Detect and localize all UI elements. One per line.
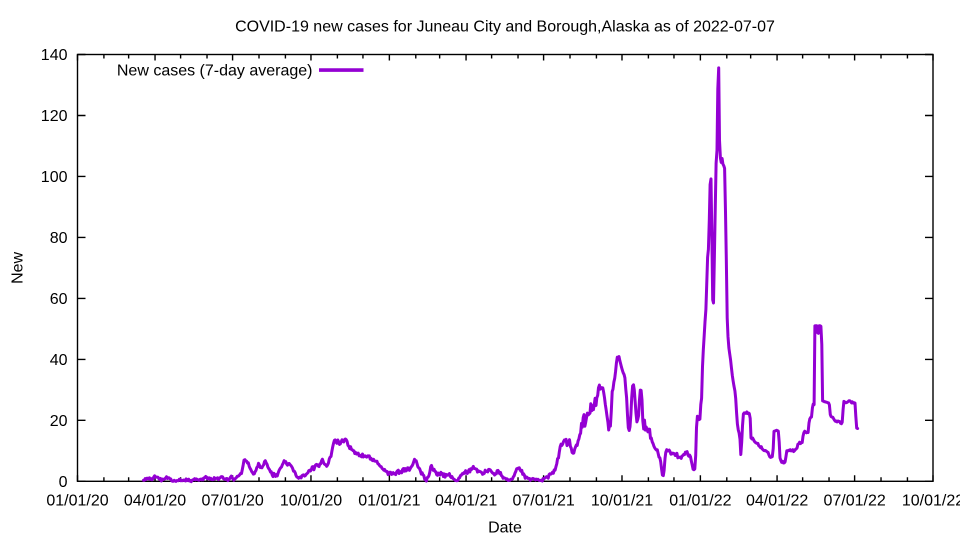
- svg-text:New: New: [10, 251, 27, 283]
- svg-text:60: 60: [50, 291, 68, 308]
- svg-text:07/01/22: 07/01/22: [823, 492, 885, 509]
- svg-text:07/01/21: 07/01/21: [512, 492, 574, 509]
- svg-text:120: 120: [41, 108, 68, 125]
- svg-text:10/01/21: 10/01/21: [591, 492, 653, 509]
- svg-text:10/01/22: 10/01/22: [902, 492, 960, 509]
- svg-text:COVID-19 new cases for Juneau: COVID-19 new cases for Juneau City and B…: [235, 19, 775, 36]
- svg-text:New cases (7-day average): New cases (7-day average): [117, 62, 313, 79]
- svg-text:01/01/22: 01/01/22: [669, 492, 731, 509]
- svg-text:20: 20: [50, 413, 68, 430]
- svg-text:0: 0: [59, 474, 68, 491]
- svg-text:10/01/20: 10/01/20: [280, 492, 342, 509]
- svg-text:100: 100: [41, 169, 68, 186]
- svg-text:01/01/20: 01/01/20: [46, 492, 108, 509]
- svg-text:07/01/20: 07/01/20: [201, 492, 263, 509]
- svg-text:04/01/21: 04/01/21: [435, 492, 497, 509]
- svg-text:140: 140: [41, 47, 68, 64]
- svg-text:80: 80: [50, 230, 68, 247]
- svg-text:01/01/21: 01/01/21: [358, 492, 420, 509]
- svg-text:04/01/22: 04/01/22: [746, 492, 808, 509]
- svg-text:40: 40: [50, 352, 68, 369]
- svg-text:04/01/20: 04/01/20: [124, 492, 186, 509]
- svg-text:Date: Date: [488, 520, 522, 537]
